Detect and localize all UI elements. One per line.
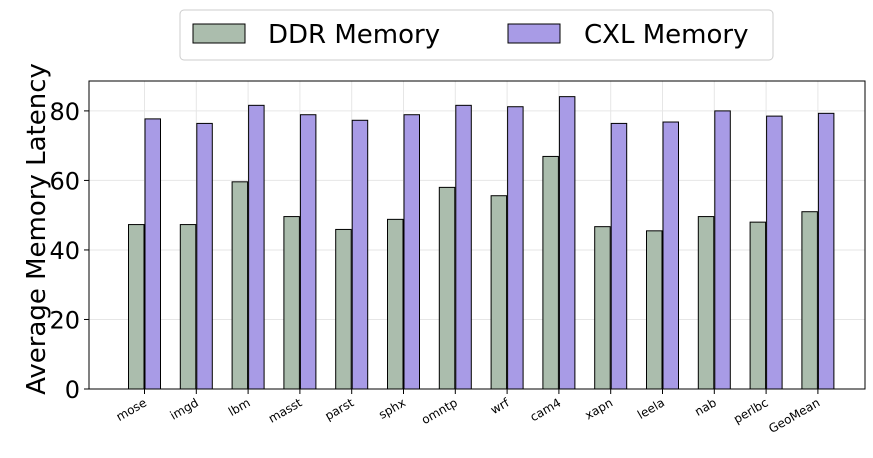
- bar-ddr-leela: [646, 230, 663, 390]
- bar-ddr-xapn: [594, 226, 611, 390]
- bar-cxl-omntp: [455, 104, 472, 390]
- y-tick-label-0: 0: [65, 376, 80, 404]
- x-tick-label-parst: parst: [322, 395, 356, 423]
- bar-cxl-geomean: [817, 112, 835, 390]
- bar-cxl-cam4: [558, 96, 576, 390]
- bar-ddr-wrf: [490, 195, 508, 390]
- y-tick-label-3: 60: [49, 167, 80, 195]
- bar-cxl-xapn: [610, 122, 628, 390]
- y-tick-label-2: 40: [49, 237, 80, 265]
- bar-ddr-parst: [335, 228, 352, 390]
- bar-cxl-nab: [714, 110, 731, 390]
- bar-ddr-sphx: [387, 218, 404, 390]
- bar-cxl-sphx: [403, 114, 420, 390]
- legend: DDR Memory CXL Memory: [179, 9, 774, 61]
- bar-ddr-geomean: [801, 211, 818, 390]
- bar-cxl-wrf: [507, 106, 524, 390]
- bar-cxl-parst: [351, 119, 369, 390]
- y-axis-title: Average Memory Latency: [22, 63, 52, 395]
- x-tick-label-cam4: cam4: [528, 395, 564, 424]
- x-tick-label-perlbc: perlbc: [731, 395, 770, 426]
- x-tick-label-omntp: omntp: [419, 395, 460, 427]
- legend-label-ddr: DDR Memory: [268, 20, 440, 50]
- bar-cxl-perlbc: [766, 115, 783, 390]
- bars: [128, 96, 835, 390]
- bar-cxl-leela: [662, 121, 679, 390]
- bar-ddr-omntp: [438, 186, 456, 390]
- bar-ddr-perlbc: [749, 221, 767, 390]
- bar-ddr-mose: [128, 224, 145, 390]
- bar-ddr-lbm: [231, 181, 249, 390]
- bar-cxl-lbm: [248, 104, 265, 390]
- bar-cxl-mose: [144, 118, 161, 390]
- plot-frame: [88, 80, 866, 390]
- x-tick-label-imgd: imgd: [168, 395, 201, 422]
- x-tick-label-wrf: wrf: [488, 395, 512, 417]
- bar-ddr-masst: [283, 216, 300, 390]
- x-tick-label-xapn: xapn: [582, 395, 615, 422]
- bar-cxl-imgd: [196, 122, 213, 390]
- bar-ddr-cam4: [542, 155, 559, 390]
- x-tick-label-nab: nab: [692, 395, 719, 418]
- x-axis: mose imgd lbm masst parst sphx omntp wrf cam4 xap…: [114, 389, 822, 436]
- y-tick-label-4: 80: [49, 98, 80, 126]
- x-tick-label-geomean: GeoMean: [766, 395, 822, 435]
- y-tick-label-1: 20: [49, 306, 80, 334]
- x-tick-label-sphx: sphx: [376, 395, 408, 421]
- y-axis: 0 20 40 60 80: [49, 98, 89, 404]
- legend-swatch-cxl: [507, 23, 561, 44]
- legend-box: [179, 9, 774, 61]
- bar-cxl-masst: [299, 114, 317, 390]
- legend-label-cxl: CXL Memory: [584, 20, 748, 50]
- x-tick-label-mose: mose: [114, 395, 149, 423]
- x-tick-label-lbm: lbm: [226, 395, 253, 418]
- bar-ddr-imgd: [179, 224, 197, 390]
- bar-ddr-nab: [697, 216, 715, 390]
- x-tick-label-masst: masst: [266, 395, 305, 425]
- legend-swatch-ddr: [192, 23, 246, 44]
- x-tick-label-leela: leela: [635, 395, 667, 422]
